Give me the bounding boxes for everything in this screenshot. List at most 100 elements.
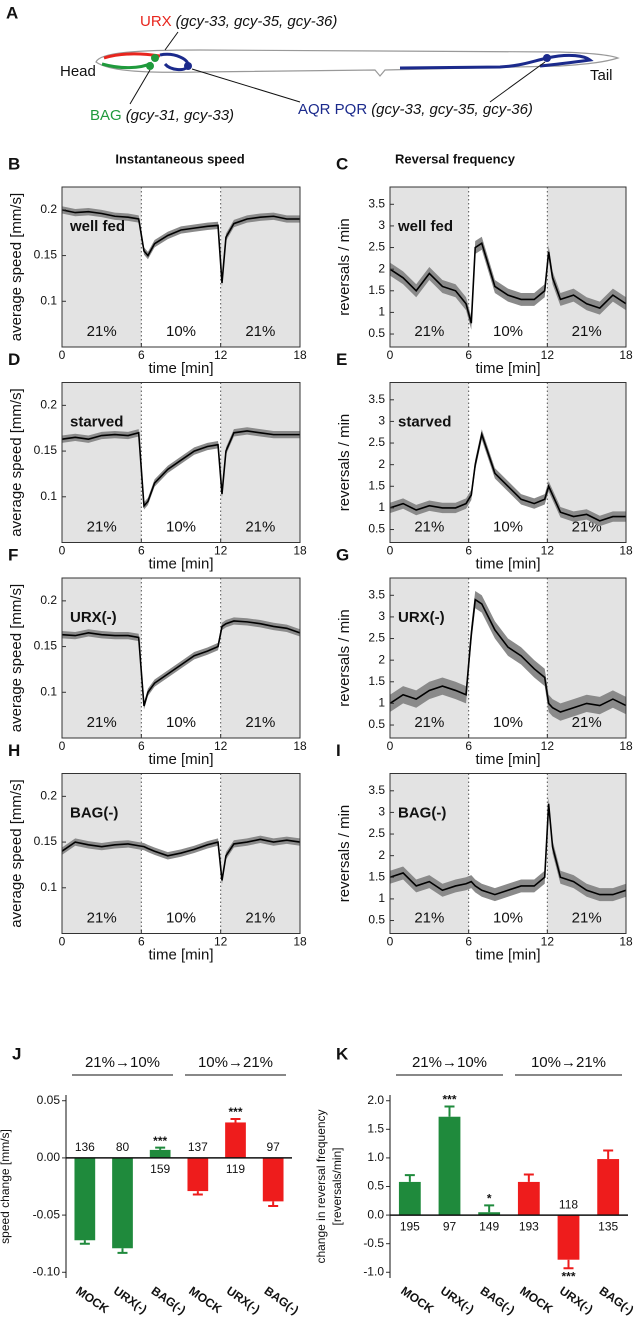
significance: *** <box>442 1093 456 1107</box>
region <box>62 773 142 934</box>
error-bar <box>230 1118 241 1123</box>
y-axis-label: average speed [mm/s] <box>8 584 25 732</box>
error-bar <box>192 1191 203 1196</box>
error-bar <box>563 1259 574 1270</box>
condition-label: well fed <box>69 218 125 235</box>
y-tick-label: 1.5 <box>368 674 385 688</box>
line <box>61 838 301 881</box>
neuron-label: BAG (gcy-31, gcy-33) <box>90 107 234 124</box>
region-label: 21% <box>245 714 275 731</box>
panel-letter: F <box>8 545 18 564</box>
count-label: 149 <box>479 1219 499 1233</box>
y-tick-label: 0.15 <box>34 639 58 653</box>
error-bar <box>444 1105 455 1117</box>
region-label: 21% <box>572 714 602 731</box>
y-tick-label: 3.5 <box>368 587 385 601</box>
error-bar <box>117 1248 128 1254</box>
count-label: 137 <box>188 1140 208 1154</box>
neuron-label: URX (gcy-33, gcy-35, gcy-36) <box>140 13 337 30</box>
y-tick-label: 1 <box>378 696 385 710</box>
condition-label: BAG(-) <box>398 804 446 821</box>
tail-label: Tail <box>590 67 613 84</box>
x-tick-label: 18 <box>619 348 633 362</box>
error-band <box>62 427 300 510</box>
condition-label: well fed <box>397 218 453 235</box>
neuron-genes: (gcy-31, gcy-33) <box>126 107 234 124</box>
y-tick-label: 2.5 <box>368 435 385 449</box>
count-label: 193 <box>519 1219 539 1233</box>
error-bar <box>523 1173 534 1182</box>
condition-label: URX(-) <box>398 609 445 626</box>
condition-label: BAG(-) <box>70 804 118 821</box>
x-tick-label: BAG(-) <box>478 1284 518 1318</box>
y-axis-label: reversals / min <box>336 414 353 512</box>
x-tick-label: 12 <box>541 739 555 753</box>
y-axis-label: average speed [mm/s] <box>8 388 25 536</box>
pqr-soma <box>543 54 551 62</box>
line <box>389 431 626 522</box>
worm-outline <box>95 49 620 77</box>
region <box>62 382 142 543</box>
y-axis-label: reversals / min <box>336 805 353 903</box>
x-axis-label: time [min] <box>475 360 540 377</box>
x-tick-label: URX(-) <box>224 1284 263 1317</box>
pointer <box>164 31 179 51</box>
y-tick-label: 0.1 <box>40 684 57 698</box>
column-title: Instantaneous speed <box>115 151 244 166</box>
pointer <box>489 61 546 103</box>
y-tick-label: 0.5 <box>367 1179 384 1193</box>
group-label: 10%→21% <box>198 1054 273 1071</box>
y-tick-label: 2 <box>378 848 385 862</box>
x-axis-label: time [min] <box>148 555 213 572</box>
y-tick-label: 2 <box>378 652 385 666</box>
x-tick-label: 6 <box>138 544 145 558</box>
x-tick-label: MOCK <box>73 1284 111 1317</box>
line <box>389 803 627 896</box>
region-label: 21% <box>87 323 117 340</box>
y-tick-label: 2 <box>378 457 385 471</box>
x-tick-label: MOCK <box>186 1284 224 1317</box>
error-band <box>390 429 626 527</box>
pqr-neuron <box>399 53 594 70</box>
region-label: 21% <box>245 518 275 535</box>
x-tick-label: 0 <box>387 935 394 949</box>
bag-soma <box>146 62 154 70</box>
y-tick-label: -0.05 <box>33 1207 61 1221</box>
bar <box>187 1157 209 1192</box>
group-label: 21%→10% <box>412 1054 487 1071</box>
x-tick-label: URX(-) <box>438 1284 477 1317</box>
y-axis-label: reversals / min <box>336 218 353 316</box>
region <box>468 773 548 934</box>
bag-neuron <box>101 61 153 70</box>
y-tick-label: 0.5 <box>368 326 385 340</box>
significance: *** <box>153 1134 167 1148</box>
x-axis-label: time [min] <box>148 751 213 768</box>
x-tick-label: 12 <box>214 739 228 753</box>
x-tick-label: 0 <box>387 544 394 558</box>
plot-frame <box>61 382 301 543</box>
x-axis-label: time [min] <box>148 360 213 377</box>
region-label: 21% <box>414 909 444 926</box>
region-label: 21% <box>414 323 444 340</box>
panel-letter: B <box>8 154 20 173</box>
region <box>390 578 469 738</box>
y-tick-label: 0.5 <box>368 913 385 927</box>
x-tick-label: BAG(-) <box>597 1284 637 1318</box>
panel-letter: I <box>336 741 341 760</box>
bar <box>74 1157 96 1241</box>
error-band <box>62 617 300 710</box>
panel-letter: C <box>336 154 348 173</box>
x-tick-label: 6 <box>465 544 472 558</box>
worm-diagram <box>95 31 620 105</box>
bar <box>225 1122 246 1158</box>
line <box>61 620 301 707</box>
neuron-genes: (gcy-33, gcy-35, gcy-36) <box>371 101 533 118</box>
x-tick-label: 6 <box>138 935 145 949</box>
y-tick-label: 3 <box>378 218 385 232</box>
y-axis-label: average speed [mm/s] <box>8 193 25 341</box>
count-label: 135 <box>598 1219 618 1233</box>
panel-letter: H <box>8 741 20 760</box>
x-axis-label: time [min] <box>475 751 540 768</box>
error-band <box>62 206 300 287</box>
